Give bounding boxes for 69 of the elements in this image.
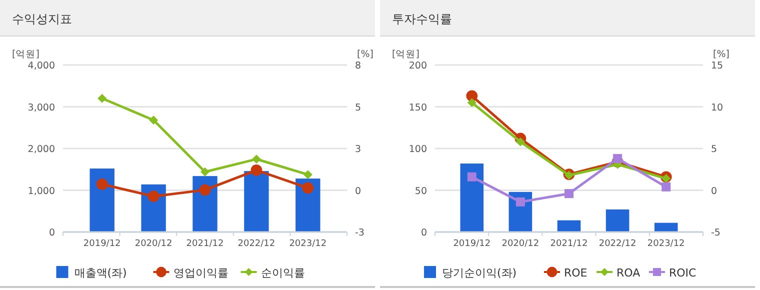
legend-label: 영업이익률 (173, 266, 228, 280)
y2-tick-label: 0 (711, 186, 718, 197)
x-tick-label: 2022/12 (238, 239, 276, 249)
legend-label: 순이익률 (260, 266, 305, 280)
y-tick-label: 200 (408, 60, 427, 72)
point (662, 182, 671, 192)
y2-tick-label: 15 (711, 60, 724, 72)
bar (460, 164, 484, 232)
point (98, 94, 107, 103)
legend-label: ROE (564, 266, 588, 280)
point (467, 98, 476, 108)
point (199, 184, 211, 196)
legend-label: 당기순이익(좌) (442, 266, 517, 280)
x-tick-label: 2020/12 (134, 239, 172, 249)
bar (296, 178, 320, 232)
y-tick-label: 2,000 (28, 144, 55, 155)
y-axis-title: [억원] (392, 49, 420, 60)
point (200, 167, 210, 176)
y-tick-label: 150 (408, 102, 427, 114)
y-tick-label: 0 (420, 228, 427, 238)
legend-label: 매출액(좌) (74, 266, 127, 280)
bar (192, 176, 218, 232)
chart-title: 투자수익률 (392, 12, 452, 26)
point (302, 182, 314, 194)
point (662, 174, 671, 184)
x-tick-label: 2021/12 (550, 239, 588, 249)
x-tick-label: 2020/12 (502, 239, 540, 249)
y2-tick-label: 3 (355, 144, 362, 155)
y-tick-label: 3,000 (28, 102, 55, 114)
point (467, 172, 476, 182)
chart-title: 수익성지표 (12, 12, 72, 26)
y-tick-label: 0 (48, 228, 55, 238)
point (613, 154, 622, 164)
y2-axis-title: [%] (357, 49, 374, 60)
x-tick-label: 2022/12 (598, 239, 636, 249)
y-axis-title: [억원] (12, 49, 40, 60)
legend-label: ROIC (669, 266, 697, 280)
bar (557, 220, 581, 232)
x-tick-label: 2023/12 (647, 239, 685, 249)
y2-axis-title: [%] (713, 49, 730, 60)
x-tick-label: 2019/12 (453, 239, 491, 249)
bar (606, 209, 630, 232)
point (516, 137, 525, 146)
point (250, 164, 262, 176)
y2-tick-label: 0 (355, 186, 362, 197)
point (149, 116, 158, 125)
y-tick-label: 1,000 (28, 186, 55, 197)
bar (90, 168, 114, 232)
point (564, 189, 574, 198)
point (303, 170, 312, 180)
y2-tick-label: 8 (355, 60, 362, 72)
x-tick-label: 2023/12 (289, 239, 327, 249)
y2-tick-label: 5 (355, 102, 362, 114)
bar (244, 171, 269, 232)
y2-tick-label: -5 (711, 228, 720, 238)
point (516, 197, 525, 206)
legend-label: ROA (616, 266, 641, 280)
y-tick-label: 4,000 (28, 60, 55, 72)
x-tick-label: 2019/12 (83, 239, 121, 249)
y2-tick-label: -3 (355, 228, 364, 238)
bar (654, 222, 678, 232)
y2-tick-label: 5 (711, 144, 718, 155)
point (252, 154, 261, 164)
y-tick-label: 100 (408, 144, 427, 155)
x-tick-label: 2021/12 (186, 239, 224, 249)
y2-tick-label: 10 (711, 102, 724, 114)
point (96, 178, 108, 190)
y-tick-label: 50 (414, 186, 427, 197)
point (148, 190, 160, 202)
